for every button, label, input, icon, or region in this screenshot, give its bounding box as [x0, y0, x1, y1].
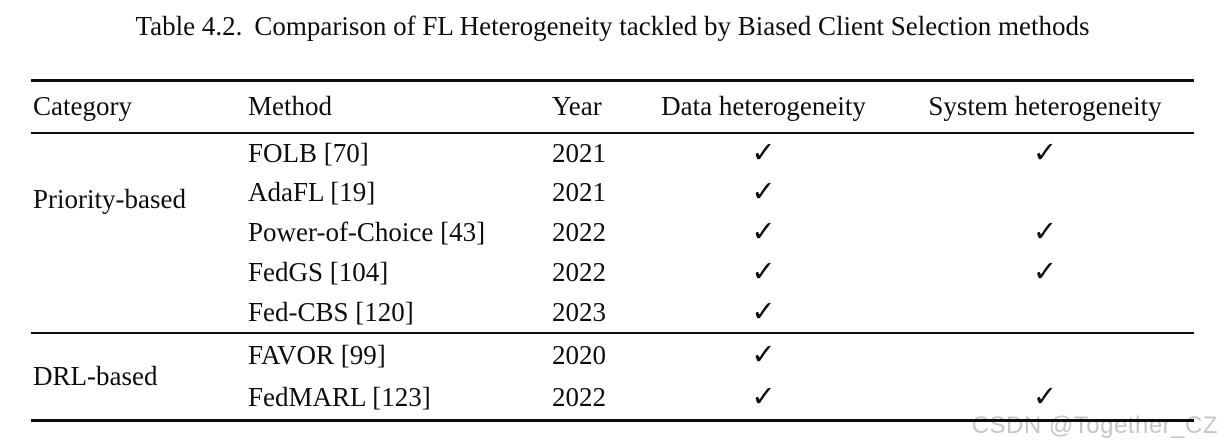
table-row: FedGS [104] 2022 ✓ ✓ — [31, 253, 1194, 293]
method-cell: FOLB [70] — [248, 137, 369, 168]
checkmark-icon: ✓ — [751, 254, 776, 288]
year-cell: 2023 — [552, 296, 606, 327]
column-header-category: Category — [33, 91, 132, 122]
method-cell: Fed-CBS [120] — [248, 296, 414, 327]
group-priority-based: Priority-based FOLB [70] 2021 ✓ ✓ AdaFL … — [31, 133, 1194, 333]
table-row: DRL-based FAVOR [99] 2020 ✓ — [31, 333, 1194, 391]
method-cell: AdaFL [19] — [248, 177, 376, 207]
year-cell: 2021 — [552, 137, 606, 168]
year-cell: 2022 — [552, 217, 606, 247]
checkmark-icon: ✓ — [751, 214, 776, 248]
column-header-system-heterogeneity: System heterogeneity — [928, 91, 1162, 122]
column-header-method: Method — [248, 91, 332, 122]
table-row: AdaFL [19] 2021 ✓ — [31, 173, 1194, 213]
checkmark-icon: ✓ — [1032, 134, 1058, 169]
checkmark-icon: ✓ — [751, 293, 776, 328]
checkmark-icon: ✓ — [751, 134, 776, 169]
year-cell: 2022 — [552, 382, 606, 413]
method-cell: FedGS [104] — [248, 257, 389, 287]
checkmark-icon: ✓ — [751, 379, 776, 414]
method-cell: Power-of-Choice [43] — [248, 217, 486, 247]
table-header: Category Method Year Data heterogeneity … — [31, 81, 1194, 133]
comparison-table: Category Method Year Data heterogeneity … — [31, 79, 1194, 422]
category-label: DRL-based — [33, 360, 158, 391]
method-cell: FAVOR [99] — [248, 339, 386, 370]
watermark-text: CSDN @Together_CZ — [971, 412, 1218, 439]
table-row: Power-of-Choice [43] 2022 ✓ ✓ — [31, 213, 1194, 253]
table-caption-label: Table 4.2. — [135, 11, 243, 41]
checkmark-icon: ✓ — [751, 336, 776, 371]
category-label: Priority-based — [33, 183, 186, 214]
table-row: Fed-CBS [120] 2023 ✓ — [31, 293, 1194, 333]
checkmark-icon: ✓ — [1032, 379, 1058, 414]
year-cell: 2021 — [552, 177, 606, 207]
header-row: Category Method Year Data heterogeneity … — [31, 81, 1194, 133]
checkmark-icon: ✓ — [751, 174, 776, 208]
table-row: Priority-based FOLB [70] 2021 ✓ ✓ — [31, 133, 1194, 214]
checkmark-icon: ✓ — [1032, 214, 1058, 248]
method-cell: FedMARL [123] — [248, 382, 431, 413]
year-cell: 2022 — [552, 257, 606, 287]
table-caption: Table 4.2. Comparison of FL Heterogeneity… — [0, 10, 1225, 42]
year-cell: 2020 — [552, 339, 606, 370]
column-header-year: Year — [552, 91, 602, 122]
group-drl-based: DRL-based FAVOR [99] 2020 ✓ FedMARL [123… — [31, 333, 1194, 421]
column-header-data-heterogeneity: Data heterogeneity — [661, 91, 866, 122]
checkmark-icon: ✓ — [1032, 254, 1058, 288]
table-row: FedMARL [123] 2022 ✓ ✓ — [31, 377, 1194, 421]
table-caption-text: Comparison of FL Heterogeneity tackled b… — [254, 11, 1090, 41]
